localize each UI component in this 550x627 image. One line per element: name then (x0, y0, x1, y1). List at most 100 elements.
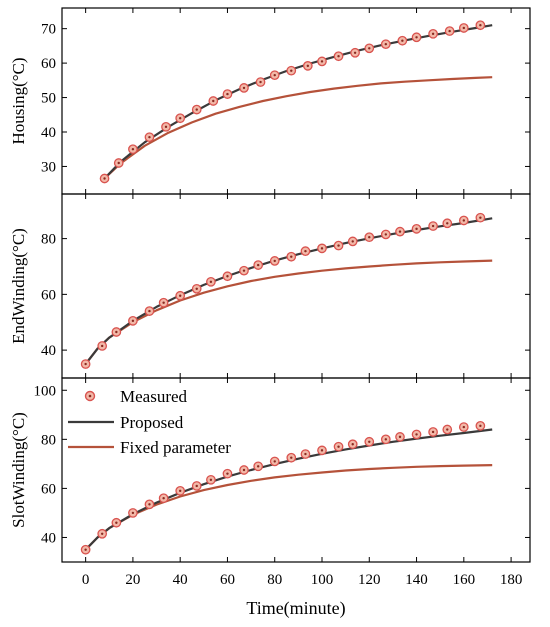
measured-point-center (431, 224, 435, 228)
measured-point-center (209, 280, 213, 284)
measured-point-center (462, 26, 466, 30)
measured-point-center (398, 230, 402, 233)
measured-point-center (431, 430, 435, 434)
y-tick-label: 60 (41, 481, 56, 497)
y-axis-label: SlotWinding(°C) (9, 412, 28, 528)
legend-marker-measured-center (88, 394, 92, 398)
measured-point-center (304, 249, 307, 253)
y-tick-label: 40 (41, 530, 56, 546)
y-tick-label: 70 (41, 22, 56, 38)
measured-point-center (242, 468, 246, 472)
measured-point-center (446, 428, 449, 431)
legend-label-proposed: Proposed (120, 413, 184, 432)
measured-point-center (226, 92, 229, 96)
measured-point-center (178, 489, 182, 493)
x-axis-label: Time(minute) (246, 598, 345, 619)
panel-1: 30 40 50 60 70 Housing(°C) (9, 7, 531, 195)
measured-point-center (320, 60, 324, 63)
measured-point-center (320, 449, 324, 452)
measured-point-center (131, 511, 135, 515)
y-tick-label: 40 (41, 125, 56, 141)
y-axis-label: Housing(°C) (9, 57, 28, 144)
measured-point-center (242, 269, 246, 272)
measured-point-center (479, 424, 482, 428)
measured-point-center (415, 36, 418, 39)
panel-frame (61, 7, 531, 195)
measured-point-center (337, 55, 340, 58)
panel-3: 40 60 80 100 SlotWinding(°C) (9, 377, 531, 563)
x-tick-label: 120 (358, 572, 381, 588)
measured-point-center (195, 287, 198, 290)
y-tick-label: 80 (41, 232, 56, 248)
measured-point-center (162, 301, 165, 304)
measured-point-center (178, 294, 182, 297)
measured-point-center (446, 222, 449, 225)
measured-point-center (351, 443, 354, 446)
measured-point-center (384, 42, 388, 46)
measured-point-center (103, 177, 106, 180)
y-tick-label: 60 (41, 56, 56, 72)
measured-point-center (401, 39, 404, 42)
x-tick-label: 160 (453, 572, 476, 588)
x-tick-label: 40 (173, 572, 188, 588)
measured-point-center (290, 255, 293, 258)
measured-point-center (226, 275, 229, 278)
measured-point-center (368, 440, 371, 443)
measured-point-center (415, 433, 418, 436)
measured-point-center (209, 478, 213, 482)
panels-group: 30 40 50 60 70 Housing(°C) 40 60 80 EndWinding(°C… (9, 7, 531, 563)
measured-point-center (115, 521, 118, 524)
measured-point-center (337, 445, 340, 448)
x-tick-label: 100 (311, 572, 334, 588)
measured-point-center (448, 29, 451, 33)
measured-point-center (148, 309, 151, 313)
measured-point-center (131, 148, 135, 151)
measured-point-center (164, 125, 168, 129)
y-tick-label: 30 (41, 159, 56, 175)
measured-point-center (415, 227, 418, 231)
measured-point-center (479, 216, 482, 219)
measured-point-center (242, 86, 246, 90)
measured-point-center (84, 362, 87, 366)
measured-point-center (337, 244, 340, 247)
measured-point-center (115, 330, 118, 334)
measured-point-center (368, 47, 371, 50)
legend-label-measured: Measured (120, 387, 188, 406)
y-tick-label: 60 (41, 287, 56, 303)
measured-point-center (462, 219, 466, 222)
y-axis-label: EndWinding(°C) (9, 228, 28, 344)
measured-point-center (431, 32, 435, 36)
x-tick-label: 180 (500, 572, 523, 588)
measured-point-center (320, 247, 324, 250)
x-tick-label: 80 (267, 572, 282, 588)
measured-point-center (84, 548, 87, 551)
measured-point-center (273, 460, 276, 463)
legend-label-fixed: Fixed parameter (120, 438, 231, 457)
measured-point-center (273, 259, 276, 263)
series-line-proposed (103, 24, 493, 180)
measured-point-center (462, 425, 466, 429)
measured-point-center (479, 24, 482, 27)
measured-point-center (384, 438, 388, 441)
measured-point-center (100, 532, 104, 535)
panel-frame (61, 377, 531, 563)
measured-point-center (259, 80, 262, 84)
measured-point-center (195, 108, 198, 111)
measured-point-center (304, 452, 307, 456)
measured-point-center (226, 472, 229, 475)
measured-point-center (384, 233, 388, 236)
y-tick-label: 80 (41, 432, 56, 448)
measured-point-center (131, 319, 135, 323)
measured-point-center (148, 135, 151, 139)
measured-point-center (178, 117, 182, 120)
measured-point-center (290, 69, 293, 72)
measured-point-center (256, 263, 260, 267)
y-tick-label: 100 (34, 383, 57, 399)
x-tick-label: 140 (405, 572, 428, 588)
measured-point-center (398, 435, 402, 439)
x-tick-label: 20 (125, 572, 140, 588)
panel-2: 40 60 80 EndWinding(°C) (9, 193, 531, 379)
y-tick-label: 40 (41, 343, 56, 359)
y-tick-label: 50 (41, 91, 56, 107)
